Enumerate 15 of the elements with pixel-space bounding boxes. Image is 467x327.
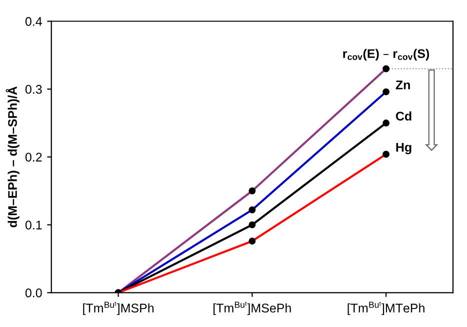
point [382,120,390,127]
series-label: r$_{cov}$(E) – r$_{cov}$(S) [343,48,430,61]
y-tick-label: 0.3 [25,84,42,94]
y-tick-label: 0.4 [25,17,42,26]
x-tick-label: [Tm$^{Buᵗ}$]MSPh [83,302,154,315]
y-tick-label: 0.1 [25,220,42,230]
point [248,221,256,228]
y-tick-label: 0.2 [25,152,42,162]
y-axis-title: d(M–EPh) – d(M–SPh)/Å [6,86,20,228]
series-label: Hg [396,143,412,154]
y-tick-label: 0.0 [25,288,42,298]
series-label: Cd [396,111,412,121]
series-label: Zn [396,80,410,90]
x-tick-label: [Tm$^{Buᵗ}$]MTePh [348,302,424,315]
x-tick-label: [Tm$^{Buᵗ}$]MSePh [214,302,291,315]
